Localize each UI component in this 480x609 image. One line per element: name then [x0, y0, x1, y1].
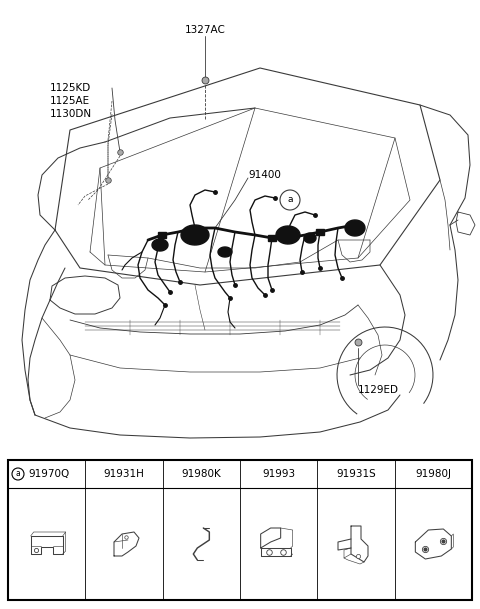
Text: 91931S: 91931S	[336, 469, 376, 479]
Text: 91400: 91400	[248, 170, 281, 180]
Polygon shape	[345, 220, 365, 236]
Polygon shape	[152, 239, 168, 251]
Polygon shape	[304, 233, 316, 243]
Polygon shape	[181, 225, 209, 245]
Bar	[158, 232, 166, 238]
Text: 91980K: 91980K	[181, 469, 221, 479]
Text: 91980J: 91980J	[415, 469, 451, 479]
Text: 91993: 91993	[262, 469, 295, 479]
Bar	[8, 460, 472, 600]
Polygon shape	[276, 226, 300, 244]
Bar	[268, 235, 276, 241]
Text: 1327AC: 1327AC	[185, 25, 226, 35]
Text: 1129ED: 1129ED	[358, 385, 399, 395]
Text: 1125AE: 1125AE	[50, 96, 90, 106]
Bar	[316, 229, 324, 235]
Text: 91970Q: 91970Q	[28, 469, 69, 479]
Text: 91931H: 91931H	[104, 469, 144, 479]
Text: a: a	[287, 195, 293, 205]
Text: 1125KD: 1125KD	[50, 83, 91, 93]
Polygon shape	[218, 247, 232, 257]
Text: a: a	[16, 470, 20, 479]
Text: 1130DN: 1130DN	[50, 109, 92, 119]
